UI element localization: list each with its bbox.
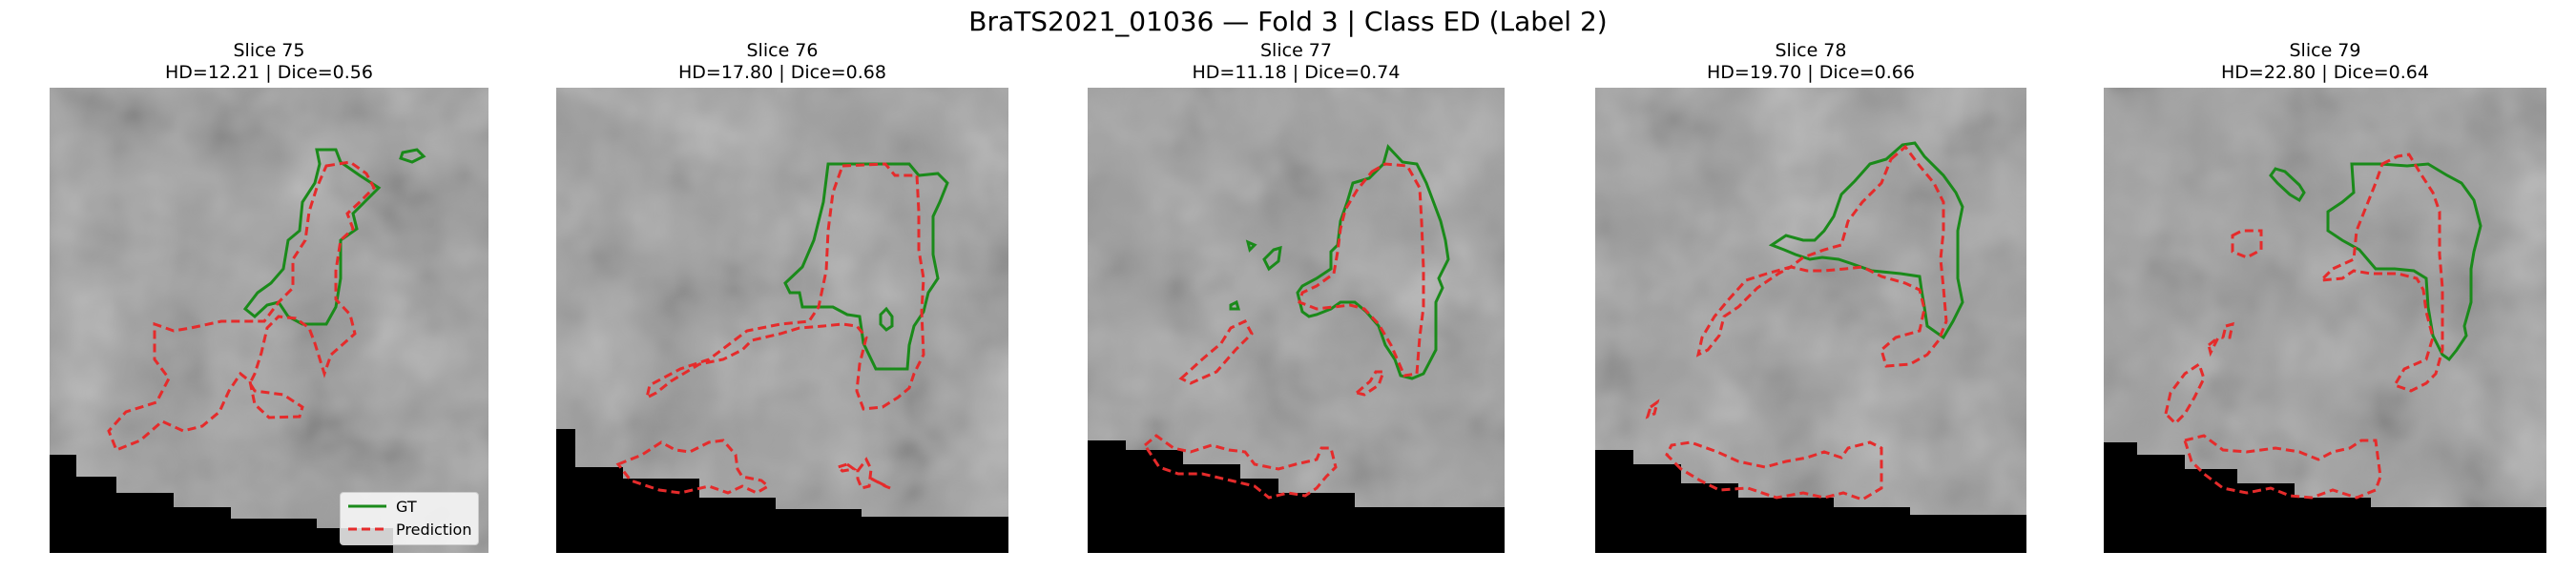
legend-gt: GT bbox=[348, 497, 417, 516]
prediction-contour bbox=[1645, 144, 1948, 501]
prediction-contour bbox=[2164, 153, 2444, 500]
mri-panel-3 bbox=[1088, 88, 1505, 553]
metrics-label: HD=19.70 | Dice=0.66 bbox=[1707, 62, 1915, 83]
slice-label: Slice 77 bbox=[1260, 40, 1332, 61]
slice-label: Slice 78 bbox=[1775, 40, 1847, 61]
panel-title-2: Slice 76 HD=17.80 | Dice=0.68 bbox=[556, 40, 1008, 84]
background-black bbox=[556, 429, 1008, 553]
panel-title-3: Slice 77 HD=11.18 | Dice=0.74 bbox=[1088, 40, 1505, 84]
gt-contour bbox=[1229, 144, 1450, 380]
legend-prediction-line-icon bbox=[348, 527, 386, 531]
legend-gt-label: GT bbox=[396, 497, 417, 516]
gt-contour bbox=[1768, 141, 1964, 340]
metrics-label: HD=22.80 | Dice=0.64 bbox=[2221, 62, 2429, 83]
metrics-label: HD=17.80 | Dice=0.68 bbox=[678, 62, 886, 83]
background-black bbox=[2104, 442, 2546, 553]
metrics-label: HD=11.18 | Dice=0.74 bbox=[1192, 62, 1401, 83]
tissue-texture bbox=[50, 88, 488, 553]
slice-label: Slice 76 bbox=[746, 40, 819, 61]
metrics-label: HD=12.21 | Dice=0.56 bbox=[165, 62, 373, 83]
background-black bbox=[1595, 450, 2026, 553]
background-black bbox=[50, 455, 393, 553]
prediction-contour bbox=[615, 162, 925, 495]
legend: GT Prediction bbox=[340, 492, 479, 545]
tissue-texture bbox=[556, 88, 1008, 553]
prediction-contour bbox=[107, 160, 376, 452]
gt-contour bbox=[783, 162, 949, 371]
legend-gt-line-icon bbox=[348, 504, 386, 508]
mri-panel-5 bbox=[2104, 88, 2546, 553]
panel-title-1: Slice 75 HD=12.21 | Dice=0.56 bbox=[50, 40, 488, 84]
mri-panel-2 bbox=[556, 88, 1008, 553]
panel-title-4: Slice 78 HD=19.70 | Dice=0.66 bbox=[1595, 40, 2026, 84]
figure-title: BraTS2021_01036 — Fold 3 | Class ED (Lab… bbox=[968, 6, 1608, 37]
mri-panel-1 bbox=[50, 88, 488, 553]
background-black bbox=[1088, 440, 1505, 553]
slice-label: Slice 75 bbox=[233, 40, 305, 61]
legend-prediction: Prediction bbox=[348, 520, 471, 539]
gt-contour bbox=[2269, 162, 2483, 362]
slice-label: Slice 79 bbox=[2289, 40, 2361, 61]
mri-panel-4 bbox=[1595, 88, 2026, 553]
legend-prediction-label: Prediction bbox=[396, 520, 472, 539]
panel-title-5: Slice 79 HD=22.80 | Dice=0.64 bbox=[2104, 40, 2546, 84]
prediction-contour bbox=[1143, 162, 1425, 500]
